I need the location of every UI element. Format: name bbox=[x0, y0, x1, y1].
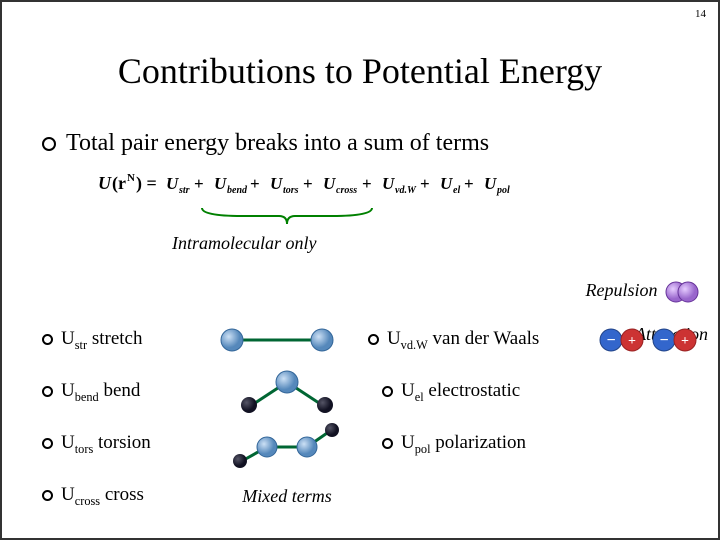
svg-text:vd.W: vd.W bbox=[395, 185, 417, 196]
intramolecular-label: Intramolecular only bbox=[172, 233, 718, 254]
svg-text:−: − bbox=[659, 332, 668, 349]
svg-text:tors: tors bbox=[283, 185, 299, 196]
page-number: 14 bbox=[695, 8, 706, 20]
svg-text:bend: bend bbox=[227, 185, 248, 196]
bullet-ring-icon bbox=[382, 438, 393, 449]
bend-diagram bbox=[192, 370, 382, 414]
term-label: Ustr stretch bbox=[61, 328, 142, 353]
svg-text:+: + bbox=[250, 174, 260, 193]
term-label: Ubend bend bbox=[61, 380, 140, 405]
bullet-ring-icon bbox=[42, 334, 53, 345]
row-cross: Ucross cross Mixed terms bbox=[42, 470, 698, 522]
svg-text:el: el bbox=[453, 185, 460, 196]
torsion-diagram bbox=[192, 419, 382, 469]
bullet-ring-icon bbox=[382, 386, 393, 397]
bullet-ring-icon bbox=[42, 490, 53, 501]
term-label: Uvd.W van der Waals bbox=[387, 328, 539, 353]
svg-text:U: U bbox=[440, 174, 453, 193]
svg-text:+: + bbox=[303, 174, 313, 193]
svg-text:+: + bbox=[362, 174, 372, 193]
svg-text:(r: (r bbox=[112, 173, 126, 194]
stretch-diagram bbox=[186, 325, 368, 355]
svg-text:U: U bbox=[323, 174, 336, 193]
repulsion-label: Repulsion bbox=[586, 280, 703, 304]
terms-grid: Ustr stretch Uvd.W van der Waals − + bbox=[42, 314, 698, 522]
svg-text:+: + bbox=[194, 174, 204, 193]
repulsion-icon bbox=[662, 280, 702, 304]
main-bullet: Total pair energy breaks into a sum of t… bbox=[42, 130, 718, 157]
slide-title: Contributions to Potential Energy bbox=[2, 50, 718, 92]
vdw-diagram: − + − + bbox=[598, 325, 698, 355]
bullet-ring-icon bbox=[42, 137, 56, 151]
svg-text:+: + bbox=[464, 174, 474, 193]
svg-text:U: U bbox=[270, 174, 283, 193]
svg-text:str: str bbox=[178, 185, 190, 196]
brace-icon bbox=[197, 206, 718, 231]
svg-text:U: U bbox=[98, 173, 112, 193]
svg-text:U: U bbox=[382, 174, 395, 193]
svg-text:U: U bbox=[214, 174, 227, 193]
main-bullet-text: Total pair energy breaks into a sum of t… bbox=[66, 130, 489, 157]
svg-text:+: + bbox=[628, 334, 636, 349]
svg-text:U: U bbox=[166, 174, 179, 193]
svg-text:pol: pol bbox=[496, 185, 510, 196]
svg-text:+: + bbox=[681, 334, 689, 349]
bullet-ring-icon bbox=[42, 438, 53, 449]
svg-text:−: − bbox=[606, 332, 615, 349]
term-label: Uel electrostatic bbox=[401, 380, 520, 405]
bullet-ring-icon bbox=[368, 334, 379, 345]
term-label: Upol polarization bbox=[401, 432, 526, 457]
row-stretch: Ustr stretch Uvd.W van der Waals − + bbox=[42, 314, 698, 366]
bullet-ring-icon bbox=[42, 386, 53, 397]
mixed-terms-label: Mixed terms bbox=[242, 486, 331, 507]
term-label: Utors torsion bbox=[61, 432, 151, 457]
svg-text:cross: cross bbox=[336, 185, 357, 196]
svg-text:+: + bbox=[420, 174, 430, 193]
term-label: Ucross cross bbox=[61, 484, 144, 509]
svg-text:U: U bbox=[484, 174, 497, 193]
energy-formula: U (r N ) = U str + U bend + U tors + U c… bbox=[98, 169, 718, 204]
svg-text:) =: ) = bbox=[136, 173, 157, 194]
svg-text:N: N bbox=[127, 172, 135, 184]
row-torsion: Utors torsion Upol polarization bbox=[42, 418, 698, 470]
row-bend: Ubend bend Uel electrostatic bbox=[42, 366, 698, 418]
